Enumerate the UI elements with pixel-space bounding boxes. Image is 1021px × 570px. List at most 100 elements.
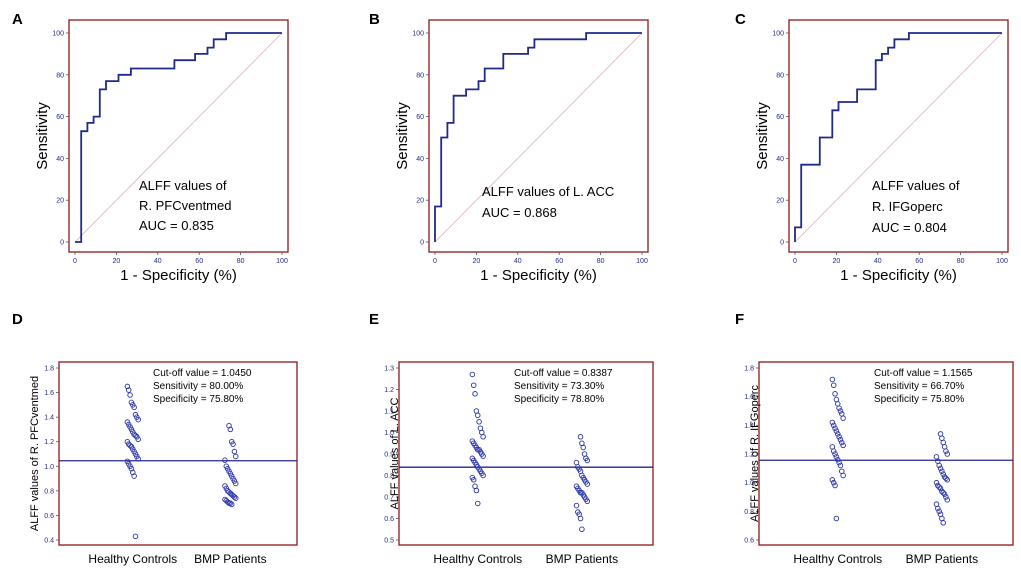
- data-point: [830, 448, 837, 454]
- y-tick-label: 0.6: [384, 516, 394, 523]
- data-point: [125, 387, 132, 393]
- data-point: [944, 451, 951, 457]
- data-point: [943, 475, 949, 482]
- data-point: [830, 422, 837, 429]
- x-tick-label: 60: [915, 258, 923, 265]
- y-tick-label: 0.6: [44, 513, 54, 520]
- data-point: [943, 494, 949, 500]
- x-tick-label: 100: [996, 258, 1008, 265]
- y-axis-label: ALFF values of R. IFGoperc: [749, 385, 761, 522]
- data-point: [936, 462, 942, 469]
- data-point: [227, 500, 234, 506]
- data-point: [131, 404, 137, 411]
- data-point: [474, 412, 481, 419]
- y-tick-label: 60: [776, 114, 784, 121]
- x-tick-label: 0: [793, 258, 797, 265]
- y-tick-label: 1.2: [44, 439, 54, 446]
- data-point: [944, 477, 951, 483]
- data-point: [834, 431, 841, 437]
- data-point: [940, 471, 946, 477]
- annotation-line: ALFF values of L. ACC: [482, 184, 614, 199]
- data-point: [940, 520, 946, 526]
- annotation-line: AUC = 0.835: [139, 218, 214, 233]
- data-point: [941, 491, 948, 497]
- y-tick-label: 1.8: [44, 366, 54, 373]
- x-axis-label: 1 - Specificity (%): [840, 267, 957, 284]
- data-point: [135, 456, 141, 462]
- y-tick-label: 40: [776, 156, 784, 163]
- data-point: [227, 426, 234, 433]
- x-tick-label: 100: [276, 258, 288, 265]
- y-tick-label: 20: [776, 198, 784, 205]
- y-tick-label: 1.6: [744, 394, 754, 401]
- data-point: [935, 505, 941, 512]
- x-tick-label: 60: [195, 258, 203, 265]
- y-tick-label: 0.4: [44, 538, 54, 545]
- data-point: [944, 497, 951, 503]
- data-point: [837, 408, 844, 414]
- x-tick-label: 40: [154, 258, 162, 265]
- data-point: [936, 484, 942, 490]
- annotation-line: Cut-off value = 1.0450: [153, 368, 252, 379]
- data-point: [836, 459, 842, 466]
- y-tick-label: 0: [420, 240, 424, 247]
- data-point: [127, 392, 133, 398]
- annotation-line: Sensitivity = 73.30%: [514, 381, 604, 392]
- annotation-line: Specificity = 75.80%: [874, 394, 964, 405]
- panel-label: D: [12, 311, 23, 328]
- data-point: [480, 472, 486, 479]
- data-point: [233, 495, 239, 501]
- data-point: [830, 382, 837, 388]
- data-point: [472, 391, 478, 397]
- category-label: BMP Patients: [546, 552, 618, 566]
- y-tick-label: 60: [416, 114, 424, 121]
- data-point: [839, 439, 845, 446]
- data-point: [832, 425, 838, 431]
- y-tick-label: 40: [56, 156, 64, 163]
- y-axis-label: ALFF values of R. PFCventmed: [29, 376, 41, 531]
- data-point: [832, 482, 838, 489]
- data-point: [222, 457, 228, 463]
- y-tick-label: 100: [52, 31, 64, 38]
- data-point: [131, 473, 137, 479]
- data-point: [832, 391, 838, 397]
- x-tick-label: 100: [636, 258, 648, 265]
- data-point: [832, 451, 838, 457]
- y-tick-label: 80: [776, 72, 784, 79]
- data-point: [480, 434, 486, 440]
- annotation-line: Sensitivity = 66.70%: [874, 381, 964, 392]
- category-label: Healthy Controls: [433, 552, 522, 566]
- panel-label: B: [369, 11, 380, 28]
- data-point: [470, 382, 477, 388]
- plot-frame: [758, 361, 1014, 546]
- data-point: [829, 376, 836, 383]
- data-point: [937, 485, 944, 492]
- data-point: [231, 448, 238, 455]
- x-tick-label: 0: [73, 258, 77, 265]
- data-point: [584, 481, 591, 487]
- data-point: [584, 498, 591, 505]
- category-label: BMP Patients: [906, 552, 978, 566]
- data-point: [584, 457, 591, 464]
- data-point: [233, 453, 239, 460]
- data-point: [837, 436, 844, 443]
- data-point: [474, 500, 481, 507]
- annotation-line: Specificity = 78.80%: [514, 394, 604, 405]
- y-tick-label: 1.6: [44, 390, 54, 397]
- data-point: [135, 436, 141, 443]
- data-point: [840, 472, 846, 479]
- annotation-line: AUC = 0.804: [872, 220, 947, 235]
- y-tick-label: 0.5: [384, 538, 394, 545]
- data-point: [833, 454, 840, 460]
- roc-curve: [794, 32, 1002, 242]
- data-point: [836, 405, 842, 411]
- x-tick-label: 80: [237, 258, 245, 265]
- x-tick-label: 40: [514, 258, 522, 265]
- data-point: [577, 515, 584, 522]
- x-axis-label: 1 - Specificity (%): [120, 267, 237, 284]
- data-point: [135, 416, 141, 423]
- panel-label: E: [369, 311, 379, 328]
- y-tick-label: 1.3: [384, 366, 394, 373]
- annotation-line: Specificity = 75.80%: [153, 394, 243, 405]
